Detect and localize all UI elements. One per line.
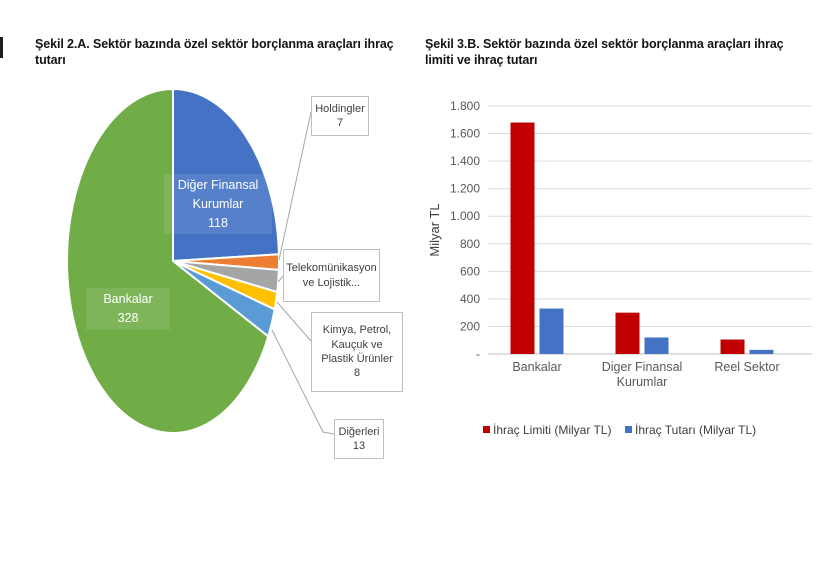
callout-telekomunikasyon: Telekomünikasyon ve Lojistik... (283, 249, 380, 302)
callout-value: 8 (353, 367, 361, 380)
pie-label-diger-finansal-kurumlar: Diğer Finansal Kurumlar 118 (164, 174, 272, 235)
leader-line (276, 301, 312, 342)
y-tick-label: 1.400 (450, 154, 480, 168)
x-category-label: Diger Finansal (602, 360, 683, 374)
x-category-label: Reel Sektor (714, 360, 779, 374)
x-category-label: Bankalar (512, 360, 561, 374)
title-line: Şekil 3.B. Sektör bazında özel sektör bo… (425, 37, 784, 51)
callout-label: Holdingler (315, 102, 365, 115)
leader-line (271, 329, 335, 435)
pie-label-text: Bankalar (103, 292, 153, 306)
y-axis-title: Milyar TL (427, 203, 442, 256)
y-tick-label: 1.600 (450, 127, 480, 141)
bar-series0-cat1 (615, 312, 640, 354)
y-tick-label: 1.800 (450, 99, 480, 113)
title-line: tutarı (35, 53, 66, 68)
pie-label-bankalar: Bankalar 328 (86, 288, 170, 330)
title-line: Şekil 2.A. Sektör bazında özel sektör bo… (35, 37, 394, 51)
bar-series0-cat0 (510, 122, 535, 355)
bar-series1-cat1 (644, 337, 669, 354)
y-tick-label: 1.000 (450, 209, 480, 223)
bar-series1-cat2 (749, 349, 774, 354)
pie-slice-0 (172, 88, 280, 262)
pie-label-value: 118 (208, 215, 228, 230)
figure-right-title: Şekil 3.B. Sektör bazında özel sektör bo… (425, 36, 823, 69)
y-tick-label: - (476, 347, 480, 361)
legend-marker (483, 426, 490, 433)
leader-line (277, 275, 284, 283)
y-tick-label: 800 (460, 237, 480, 251)
figure-left-title: Şekil 2.A. Sektör bazında özel sektör bo… (35, 36, 417, 69)
bar-series1-cat0 (539, 308, 564, 354)
page-margin-mark (0, 37, 3, 58)
callout-label: Telekomünikasyon ve Lojistik... (286, 262, 377, 289)
callout-value: 13 (352, 440, 366, 452)
title-line: limiti ve ihraç tutarı (425, 53, 538, 68)
callout-digerleri: Diğerleri 13 (334, 419, 384, 459)
pie-chart-svg (66, 88, 335, 435)
bar-series0-cat2 (720, 339, 745, 354)
callout-value: 7 (336, 117, 344, 129)
leader-line (278, 111, 312, 261)
bar-chart-svg: 1.800 1.600 1.400 1.200 1.000 800 600 400 200 - Mi… (427, 99, 812, 437)
y-tick-label: 600 (460, 264, 480, 278)
callout-label: Kimya, Petrol, Kauçuk ve Plastik Ürünler (321, 324, 393, 365)
pie-label-text: Diğer Finansal Kurumlar (177, 178, 259, 211)
legend-label: İhraç Tutarı (Milyar TL) (635, 423, 756, 437)
pie-chart-area: Diğer Finansal Kurumlar 118 Bankalar 328… (30, 82, 425, 482)
legend-label: İhraç Limiti (Milyar TL) (493, 423, 611, 437)
callout-label: Diğerleri (338, 425, 380, 438)
y-tick-label: 200 (460, 319, 480, 333)
pie-label-value: 328 (117, 310, 139, 325)
callout-kimya-petrol: Kimya, Petrol, Kauçuk ve Plastik Ürünler… (311, 312, 403, 392)
y-tick-label: 1.200 (450, 182, 480, 196)
pie-slice-5 (66, 88, 270, 434)
legend-marker (625, 426, 632, 433)
y-tick-label: 400 (460, 292, 480, 306)
x-category-label: Kurumlar (617, 375, 668, 389)
callout-holdingler: Holdingler 7 (311, 96, 369, 136)
